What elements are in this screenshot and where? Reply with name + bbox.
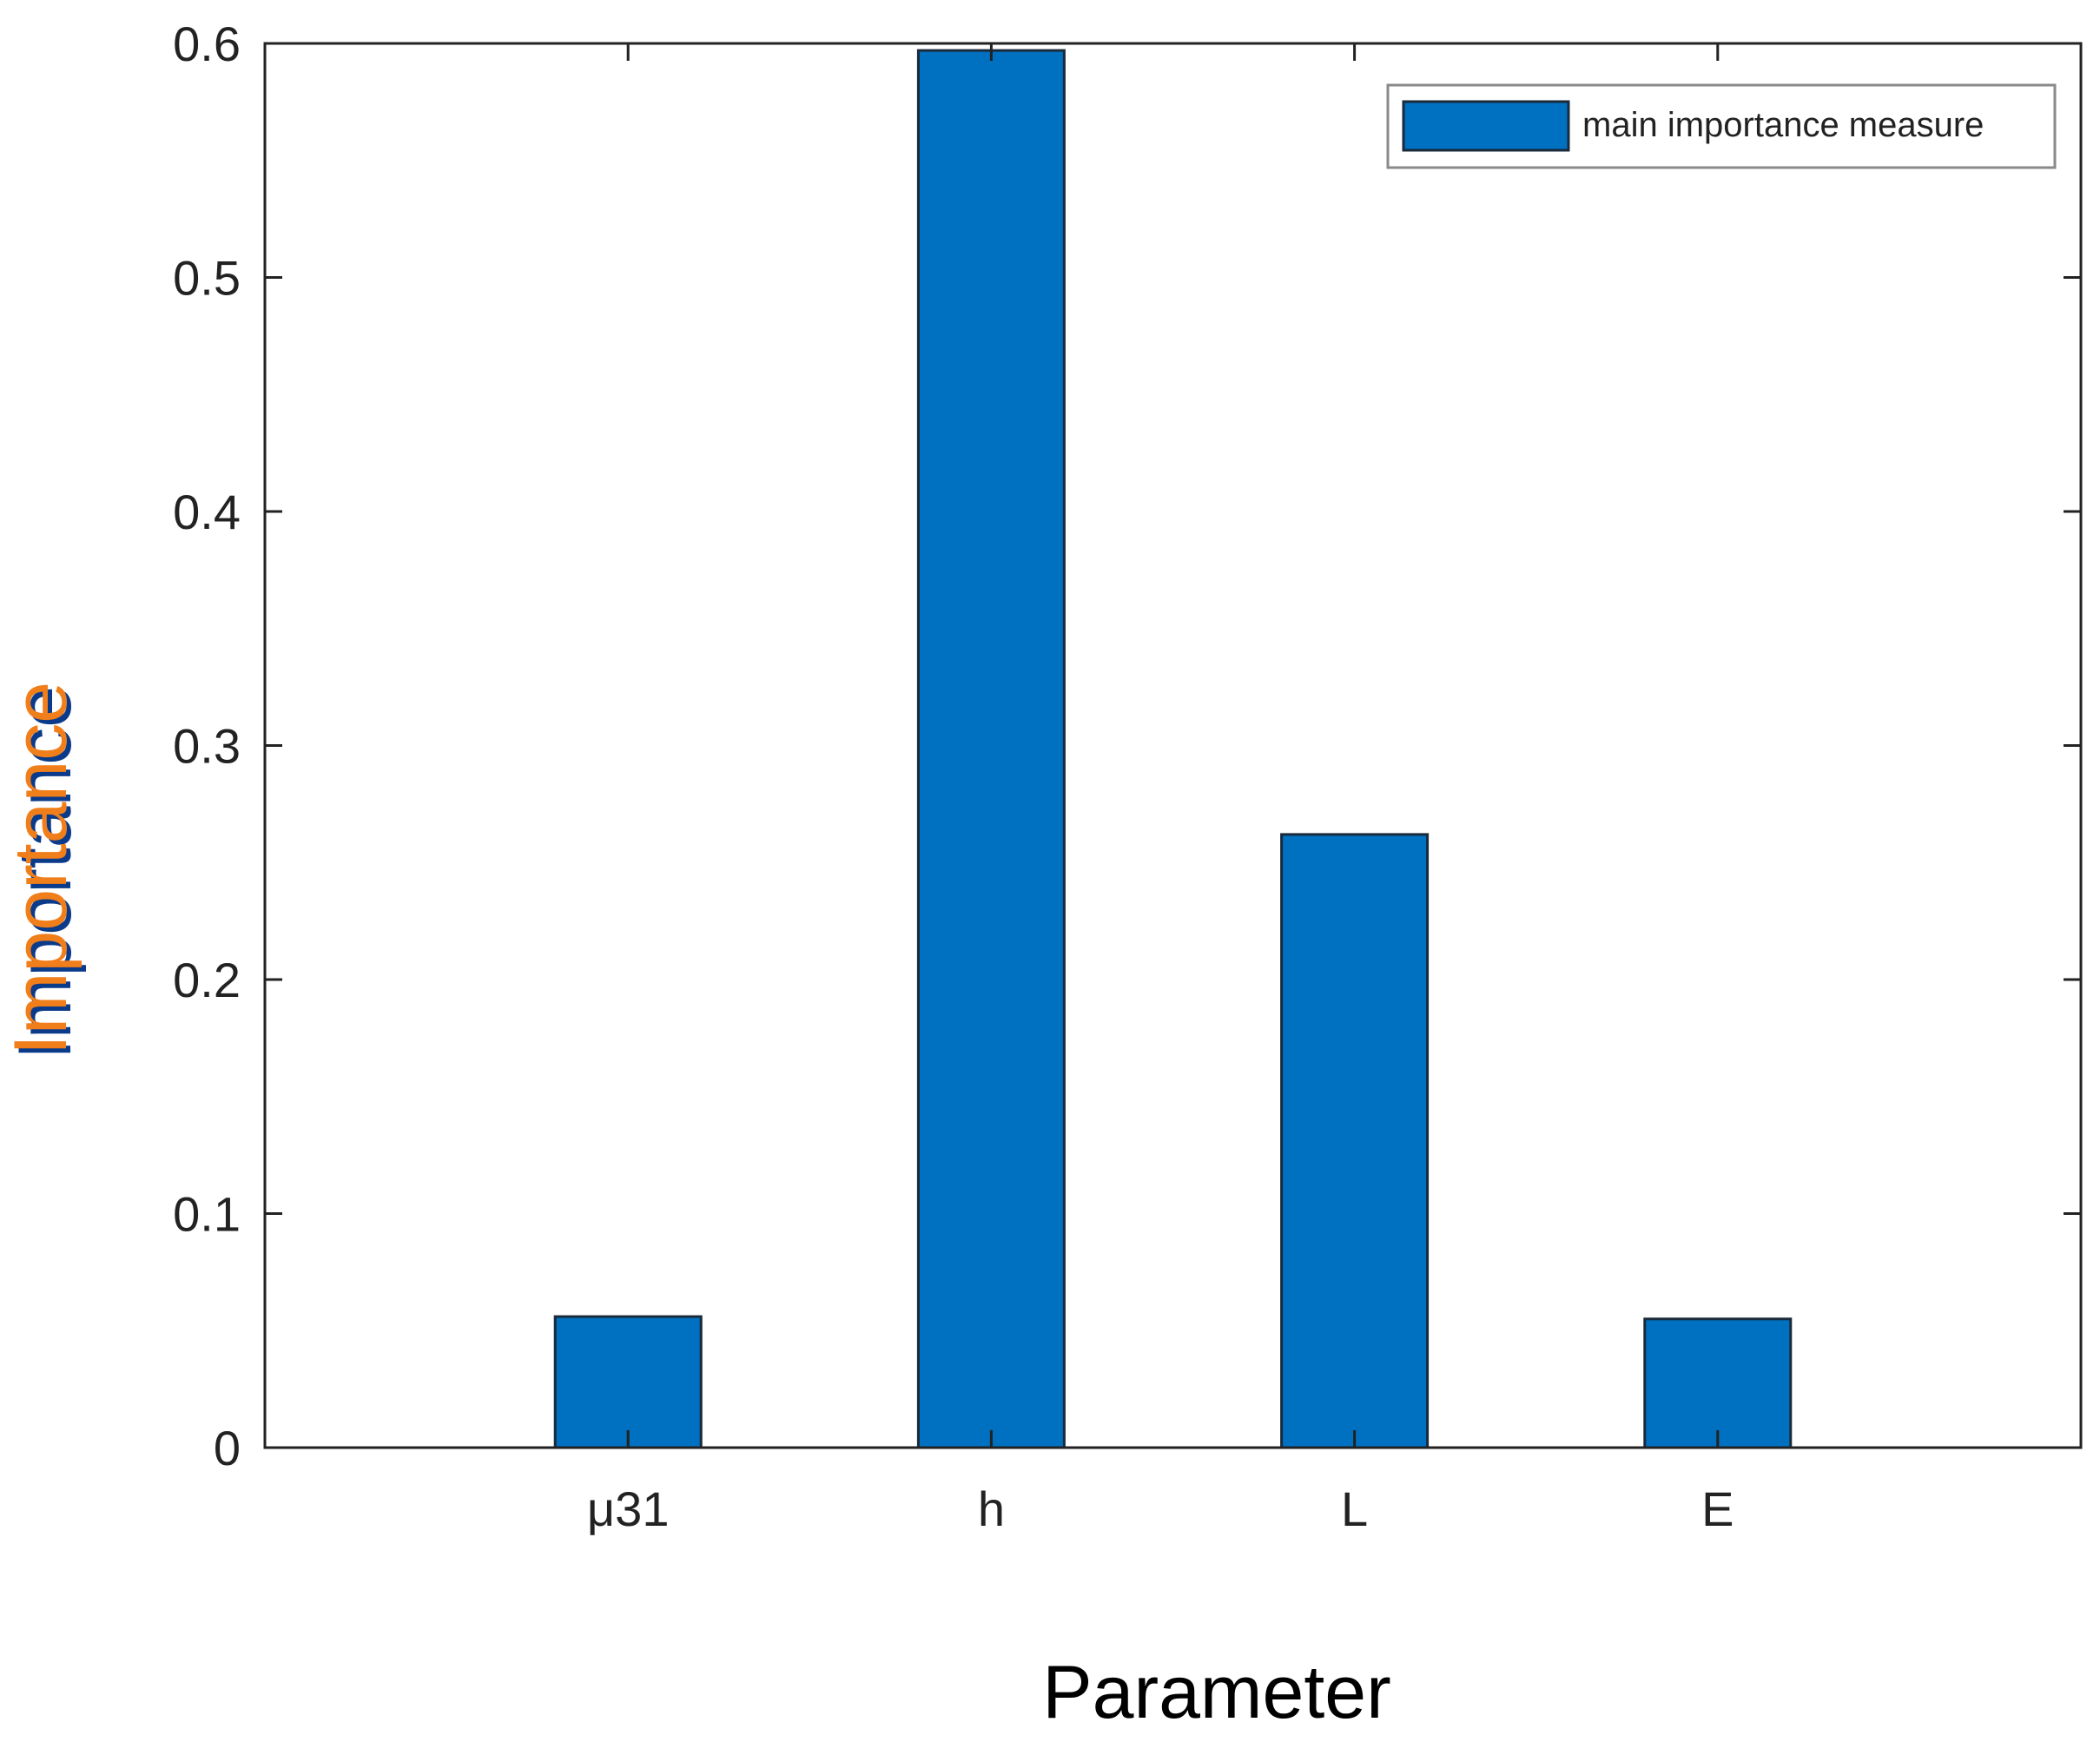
legend: main importance measure bbox=[1386, 83, 2057, 169]
bar-3 bbox=[1643, 1317, 1793, 1449]
y-tick-label-5: 0.5 bbox=[173, 251, 241, 306]
y-tick-label-4: 0.4 bbox=[173, 485, 241, 539]
x-tick-label-2: L bbox=[1341, 1481, 1368, 1536]
bar-2 bbox=[1280, 833, 1430, 1449]
bar-0 bbox=[553, 1315, 703, 1449]
x-tick-label-0: μ31 bbox=[587, 1481, 670, 1536]
y-tick-label-2: 0.2 bbox=[173, 953, 241, 1007]
legend-label: main importance measure bbox=[1582, 106, 1984, 144]
y-axis-label-group: Importance Importance bbox=[0, 682, 87, 1059]
x-tick-label-3: E bbox=[1701, 1481, 1733, 1536]
y-tick-label-1: 0.1 bbox=[173, 1187, 241, 1242]
legend-swatch bbox=[1402, 100, 1570, 152]
x-tick-label-1: h bbox=[978, 1481, 1005, 1536]
y-axis-ticks: 0 0.1 0.2 0.3 0.4 0.5 0.6 bbox=[173, 16, 2081, 1475]
y-axis-label: Importance bbox=[0, 682, 83, 1055]
y-tick-label-3: 0.3 bbox=[173, 719, 241, 774]
y-tick-label-6: 0.6 bbox=[173, 16, 241, 71]
y-axis-label-shadow: Importance bbox=[3, 686, 87, 1059]
y-tick-label-0: 0 bbox=[214, 1421, 241, 1475]
bar-1 bbox=[916, 49, 1066, 1449]
x-axis-label: Parameter bbox=[1042, 1651, 1391, 1734]
x-axis-ticks: μ31 h L E bbox=[587, 43, 1733, 1536]
